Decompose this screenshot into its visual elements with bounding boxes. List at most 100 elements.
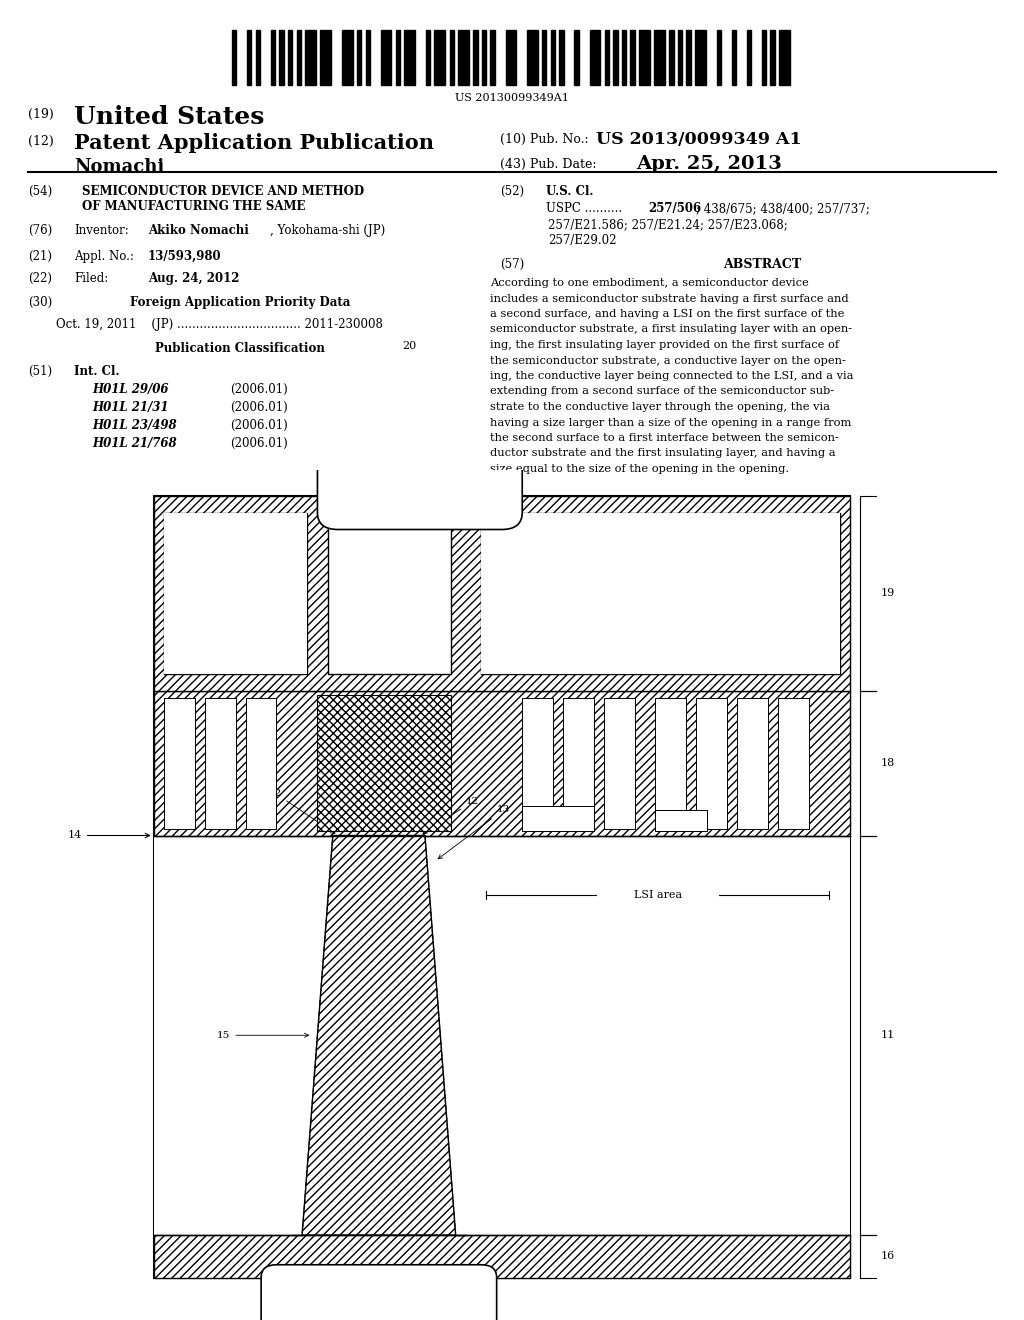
Bar <box>404 30 415 84</box>
Text: (19): (19) <box>28 108 53 121</box>
Bar <box>321 30 331 84</box>
Polygon shape <box>302 836 456 1236</box>
Bar <box>164 698 195 829</box>
Text: H01L 21/768: H01L 21/768 <box>92 437 176 450</box>
Bar <box>622 30 626 84</box>
Bar <box>481 512 840 675</box>
Text: 20: 20 <box>402 341 417 351</box>
Bar <box>232 30 237 84</box>
Text: Apr. 25, 2013: Apr. 25, 2013 <box>636 154 782 173</box>
Text: Akiko Nomachi: Akiko Nomachi <box>148 224 249 238</box>
Text: the second surface to a first interface between the semicon-: the second surface to a first interface … <box>490 433 839 444</box>
Text: ductor substrate and the first insulating layer, and having a: ductor substrate and the first insulatin… <box>490 449 836 458</box>
Bar <box>357 30 361 84</box>
Bar <box>270 30 275 84</box>
Text: (76): (76) <box>28 224 52 238</box>
Text: US 2013/0099349 A1: US 2013/0099349 A1 <box>596 131 802 148</box>
Bar <box>522 698 553 829</box>
Text: extending from a second surface of the semiconductor sub-: extending from a second surface of the s… <box>490 387 835 396</box>
Text: a second surface, and having a LSI on the first surface of the: a second surface, and having a LSI on th… <box>490 309 845 319</box>
Bar <box>770 30 775 84</box>
Text: United States: United States <box>74 106 264 129</box>
Text: 18: 18 <box>881 758 895 768</box>
Text: 16: 16 <box>881 1251 895 1261</box>
Bar <box>506 30 516 84</box>
Bar <box>205 698 236 829</box>
Bar <box>450 30 454 84</box>
Bar <box>527 30 538 84</box>
Bar <box>288 30 292 84</box>
Text: H01L 21/31: H01L 21/31 <box>92 401 169 414</box>
FancyBboxPatch shape <box>261 1265 497 1320</box>
Text: Foreign Application Priority Data: Foreign Application Priority Data <box>130 296 350 309</box>
Text: (51): (51) <box>28 366 52 378</box>
Bar <box>164 512 307 675</box>
Bar <box>737 698 768 829</box>
Bar <box>328 512 451 675</box>
Bar <box>247 30 251 84</box>
Text: (54): (54) <box>28 185 52 198</box>
Bar <box>717 30 721 84</box>
Text: 257/E29.02: 257/E29.02 <box>548 234 616 247</box>
Bar <box>246 698 276 829</box>
Bar <box>434 30 445 84</box>
Text: 15: 15 <box>217 1031 308 1040</box>
Text: Patent Application Publication: Patent Application Publication <box>74 133 434 153</box>
Text: includes a semiconductor substrate having a first surface and: includes a semiconductor substrate havin… <box>490 293 849 304</box>
Bar <box>563 698 594 829</box>
Bar <box>154 1236 850 1278</box>
Text: 19: 19 <box>881 589 895 598</box>
Bar <box>317 696 451 832</box>
Text: H01L 23/498: H01L 23/498 <box>92 418 176 432</box>
Bar <box>779 30 790 84</box>
Text: having a size larger than a size of the opening in a range from: having a size larger than a size of the … <box>490 417 851 428</box>
Bar <box>695 30 706 84</box>
Text: size equal to the size of the opening in the opening.: size equal to the size of the opening in… <box>490 465 790 474</box>
Text: , Yokohama-shi (JP): , Yokohama-shi (JP) <box>270 224 385 238</box>
Bar <box>154 495 850 1278</box>
Bar <box>655 810 707 832</box>
Text: Publication Classification: Publication Classification <box>155 342 325 355</box>
Text: (12): (12) <box>28 135 53 148</box>
Bar <box>297 30 301 84</box>
Text: 12: 12 <box>268 788 335 833</box>
Bar <box>154 495 850 690</box>
Text: (57): (57) <box>500 257 524 271</box>
Text: (10) Pub. No.:: (10) Pub. No.: <box>500 133 589 147</box>
Bar <box>342 30 352 84</box>
Bar <box>655 698 686 829</box>
Bar <box>686 30 691 84</box>
Text: 13: 13 <box>438 805 510 859</box>
Text: (2006.01): (2006.01) <box>230 418 288 432</box>
Text: (22): (22) <box>28 272 52 285</box>
Bar <box>256 30 260 84</box>
Bar <box>639 30 650 84</box>
Text: Nomachi: Nomachi <box>74 158 164 176</box>
Text: Oct. 19, 2011    (JP) ................................. 2011-230008: Oct. 19, 2011 (JP) .....................… <box>56 318 383 331</box>
Text: Appl. No.:: Appl. No.: <box>74 249 134 263</box>
Bar <box>732 30 736 84</box>
Text: SEMICONDUCTOR DEVICE AND METHOD: SEMICONDUCTOR DEVICE AND METHOD <box>82 185 365 198</box>
Text: H01L 29/06: H01L 29/06 <box>92 383 169 396</box>
Text: 257/E21.586; 257/E21.24; 257/E23.068;: 257/E21.586; 257/E21.24; 257/E23.068; <box>548 218 787 231</box>
Bar <box>542 30 547 84</box>
Bar <box>551 30 555 84</box>
Text: (21): (21) <box>28 249 52 263</box>
Bar <box>604 698 635 829</box>
Text: ; 438/675; 438/400; 257/737;: ; 438/675; 438/400; 257/737; <box>696 202 869 215</box>
Bar <box>395 30 400 84</box>
Text: Aug. 24, 2012: Aug. 24, 2012 <box>148 272 240 285</box>
Bar <box>426 30 430 84</box>
Bar <box>670 30 674 84</box>
Text: (2006.01): (2006.01) <box>230 401 288 414</box>
Bar <box>590 30 600 84</box>
Bar <box>559 30 563 84</box>
Bar <box>305 30 316 84</box>
Text: 13/593,980: 13/593,980 <box>148 249 221 263</box>
Text: 12: 12 <box>423 797 479 833</box>
Text: Int. Cl.: Int. Cl. <box>74 366 120 378</box>
FancyBboxPatch shape <box>317 385 522 529</box>
Bar <box>473 30 477 84</box>
Bar <box>696 698 727 829</box>
Text: semiconductor substrate, a first insulating layer with an open-: semiconductor substrate, a first insulat… <box>490 325 852 334</box>
